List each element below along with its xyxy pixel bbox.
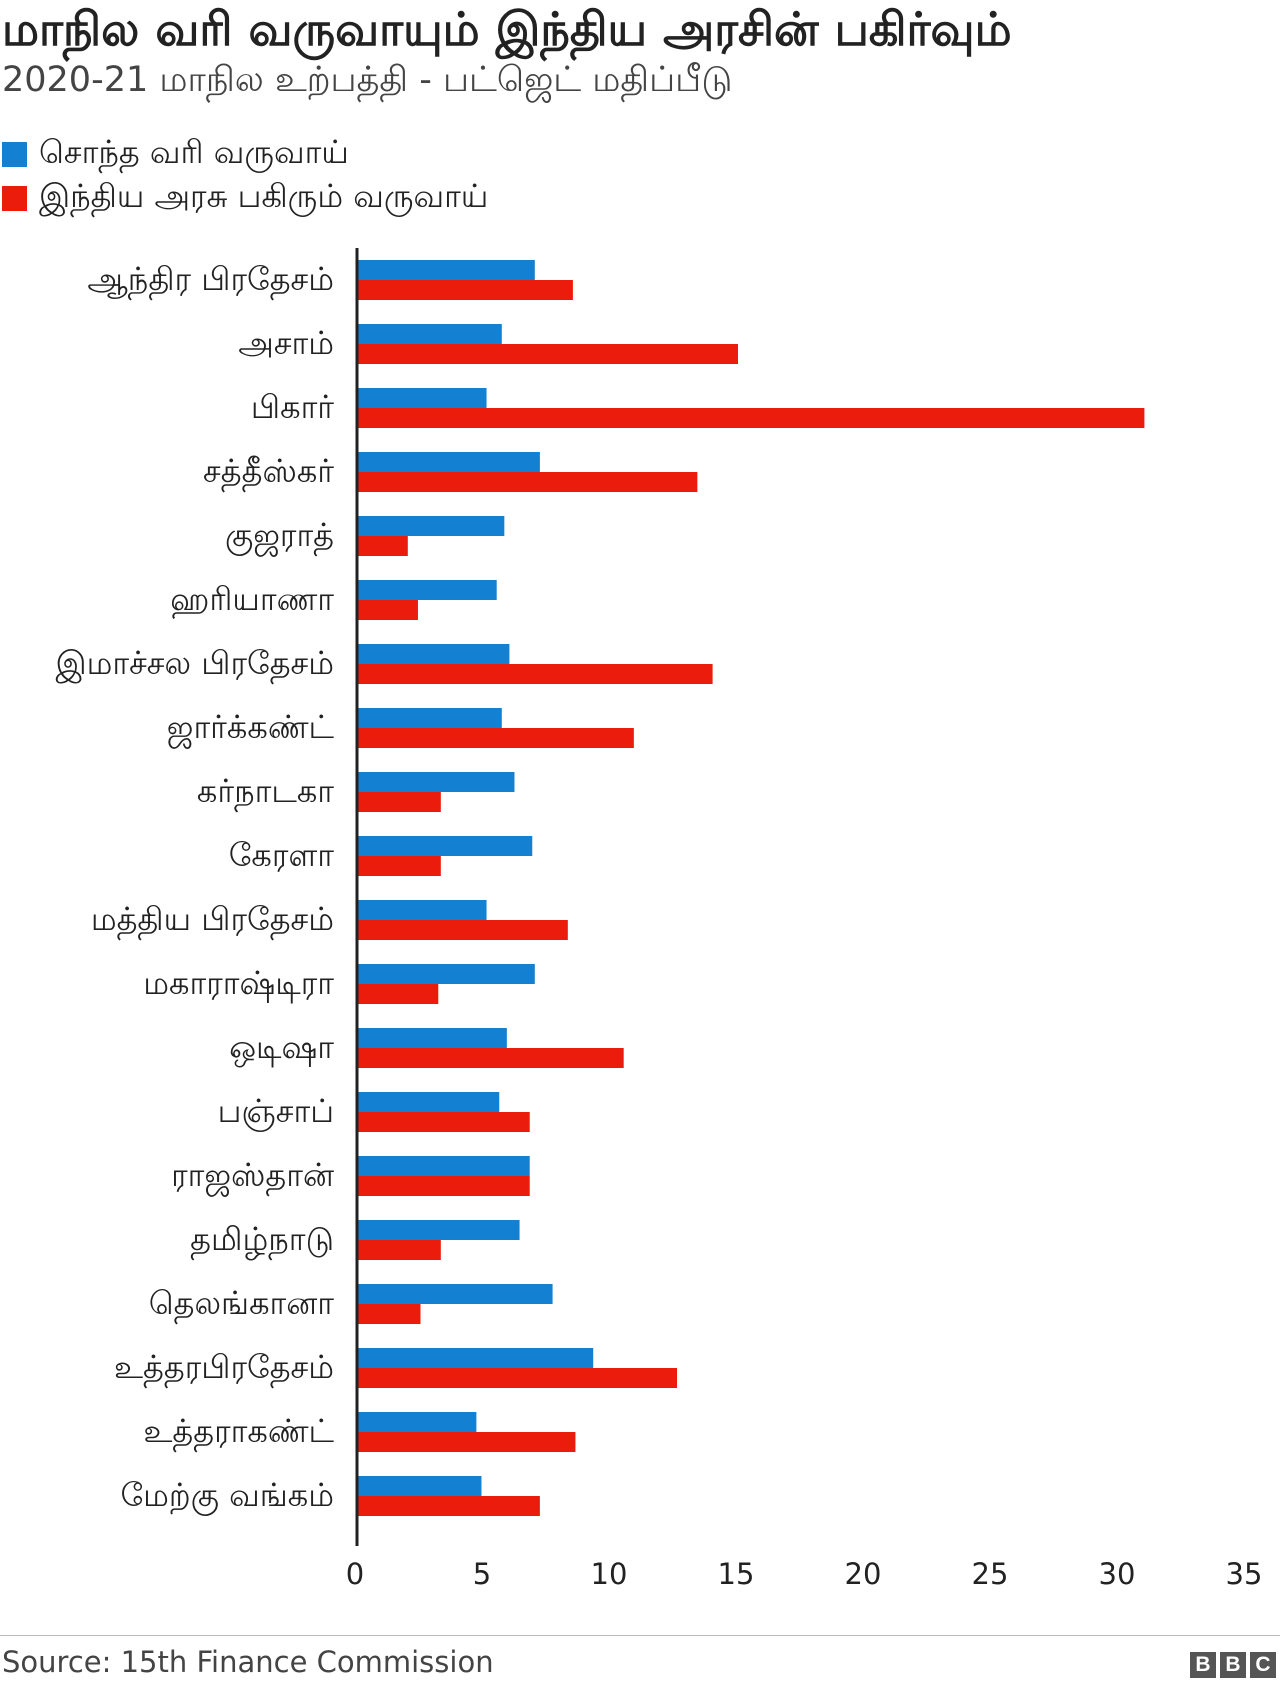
bar-own-tax xyxy=(357,1348,594,1368)
bar-central-share xyxy=(357,664,713,684)
x-tick-label: 15 xyxy=(718,1557,755,1591)
bar-central-share xyxy=(357,1432,576,1452)
legend-label-central-share: இந்திய அரசு பகிரும் வருவாய் xyxy=(39,177,489,215)
category-label: பிகார் xyxy=(251,388,334,426)
bar-own-tax xyxy=(357,388,487,408)
logo-letter-c: C xyxy=(1250,1652,1276,1678)
legend-swatch-central-share xyxy=(2,185,27,211)
category-label: பஞ்சாப் xyxy=(218,1092,334,1132)
category-label: தமிழ்நாடு xyxy=(190,1220,334,1261)
bar-own-tax xyxy=(357,1476,482,1496)
bar-central-share xyxy=(357,344,738,364)
bar-own-tax xyxy=(357,1092,500,1112)
category-label: ஹரியாணா xyxy=(170,580,334,619)
category-label: கர்நாடகா xyxy=(197,772,334,813)
chart-title: மாநில வரி வருவாயும் இந்திய அரசின் பகிர்வ… xyxy=(2,2,1012,56)
bar-central-share xyxy=(357,792,441,812)
bar-central-share xyxy=(357,920,568,940)
bar-central-share xyxy=(357,472,698,492)
bar-central-share xyxy=(357,1240,441,1260)
category-label: கேரளா xyxy=(229,836,335,874)
logo-letter-b2: B xyxy=(1220,1652,1246,1678)
bar-own-tax xyxy=(357,900,487,920)
bar-central-share xyxy=(357,1176,530,1196)
bar-central-share xyxy=(357,1496,540,1516)
legend: சொந்த வரி வருவாய் இந்திய அரசு பகிரும் வர… xyxy=(2,132,488,220)
legend-label-own-tax: சொந்த வரி வருவாய் xyxy=(39,133,349,171)
x-tick-label: 5 xyxy=(473,1557,491,1591)
category-label: இமாச்சல பிரதேசம் xyxy=(55,644,334,684)
bar-central-share xyxy=(357,408,1145,428)
bar-own-tax xyxy=(357,452,540,472)
bar-own-tax xyxy=(357,1220,520,1240)
x-tick-label: 35 xyxy=(1226,1557,1263,1591)
bar-central-share xyxy=(357,984,439,1004)
category-label: சத்தீஸ்கர் xyxy=(203,452,334,492)
bar-own-tax xyxy=(357,964,535,984)
bar-own-tax xyxy=(357,260,535,280)
category-label: ஆந்திர பிரதேசம் xyxy=(87,260,334,301)
bar-central-share xyxy=(357,856,441,876)
category-label: மேற்கு வங்கம் xyxy=(120,1476,334,1516)
category-label: ஜார்க்கண்ட் xyxy=(167,708,335,749)
x-tick-label: 20 xyxy=(845,1557,882,1591)
bar-own-tax xyxy=(357,644,510,664)
bar-own-tax xyxy=(357,836,533,856)
bar-central-share xyxy=(357,1304,421,1324)
bar-own-tax xyxy=(357,1284,553,1304)
footer-divider xyxy=(0,1635,1280,1636)
bar-central-share xyxy=(357,600,418,620)
category-label: தெலங்கானா xyxy=(149,1284,335,1324)
category-label: மத்திய பிரதேசம் xyxy=(91,900,334,940)
bar-own-tax xyxy=(357,772,515,792)
source-note: Source: 15th Finance Commission xyxy=(2,1645,494,1679)
bar-own-tax xyxy=(357,1412,477,1432)
x-tick-label: 10 xyxy=(591,1557,628,1591)
category-label: அசாம் xyxy=(238,324,334,362)
bbc-logo: B B C xyxy=(1190,1652,1276,1678)
category-label: உத்தராகண்ட் xyxy=(143,1412,334,1452)
x-tick-label: 0 xyxy=(346,1557,364,1591)
logo-letter-b1: B xyxy=(1190,1652,1216,1678)
category-label: குஜராத் xyxy=(225,516,334,557)
chart-subtitle: 2020-21 மாநில உற்பத்தி - பட்ஜெட் மதிப்பீ… xyxy=(2,60,733,100)
bar-own-tax xyxy=(357,324,502,344)
bar-own-tax xyxy=(357,1028,507,1048)
bar-central-share xyxy=(357,1048,624,1068)
legend-swatch-own-tax xyxy=(2,141,27,167)
bar-own-tax xyxy=(357,1156,530,1176)
bar-chart: ஆந்திர பிரதேசம் அசாம் பிகார் சத்தீஸ்கர் குஜர… xyxy=(55,248,1263,1591)
category-label: ஒடிஷா xyxy=(229,1028,334,1067)
bar-central-share xyxy=(357,1368,678,1388)
bar-central-share xyxy=(357,280,573,300)
bar-central-share xyxy=(357,536,408,556)
category-label: மகாராஷ்டிரா xyxy=(143,964,334,1003)
bar-own-tax xyxy=(357,708,502,728)
category-label: ராஜஸ்தான் xyxy=(171,1156,334,1197)
x-tick-label: 25 xyxy=(972,1557,1009,1591)
bar-central-share xyxy=(357,728,634,748)
x-tick-label: 30 xyxy=(1099,1557,1136,1591)
category-label: உத்தரபிரதேசம் xyxy=(114,1348,334,1388)
bar-own-tax xyxy=(357,580,497,600)
legend-item-central-share: இந்திய அரசு பகிரும் வருவாய் xyxy=(2,176,488,220)
bar-own-tax xyxy=(357,516,505,536)
bar-central-share xyxy=(357,1112,530,1132)
legend-item-own-tax: சொந்த வரி வருவாய் xyxy=(2,132,488,176)
